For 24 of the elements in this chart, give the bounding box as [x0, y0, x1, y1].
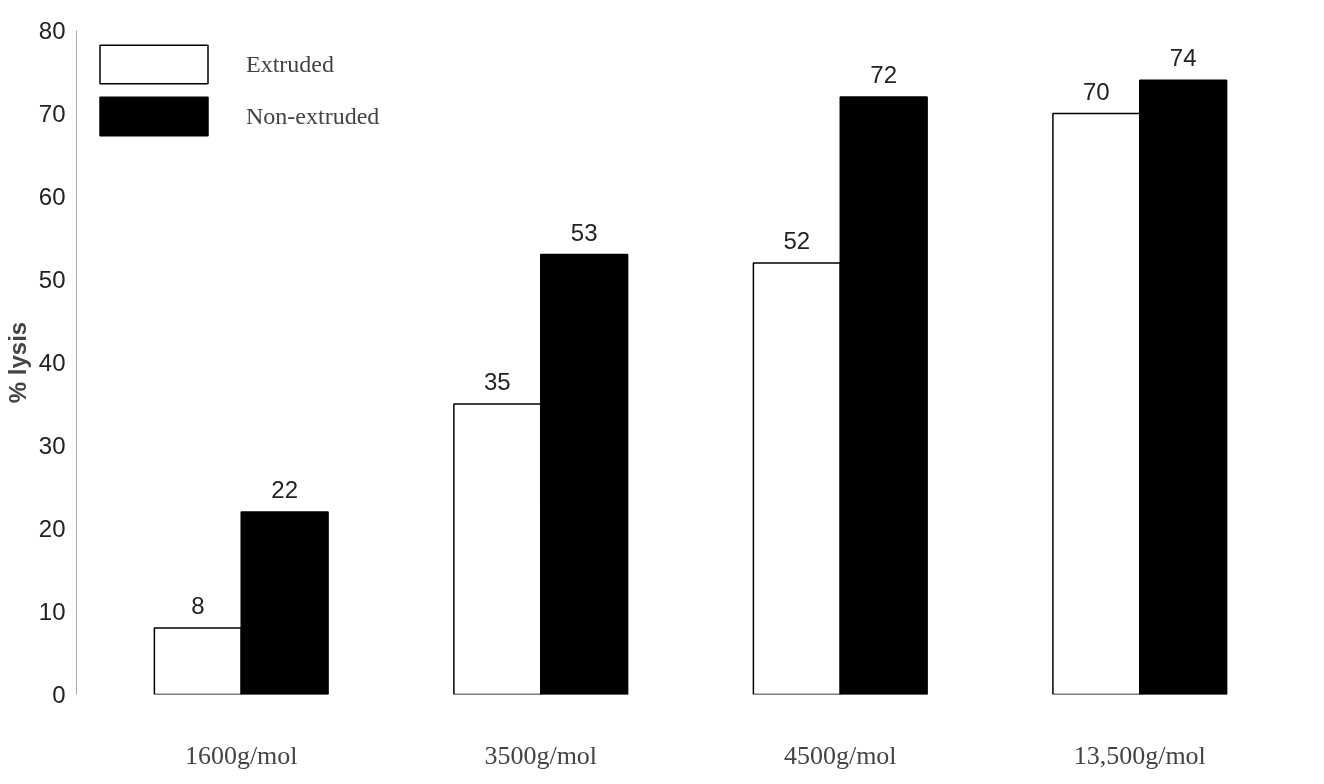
- data-label: 8: [191, 592, 205, 620]
- x-tick-label: 4500g/mol: [783, 740, 897, 770]
- data-label: 53: [570, 218, 598, 246]
- y-tick-label: 60: [38, 183, 66, 210]
- y-tick-label: 40: [38, 349, 66, 376]
- data-label: 52: [783, 226, 811, 254]
- y-tick-label: 0: [52, 681, 66, 708]
- data-label: 70: [1082, 77, 1110, 105]
- legend-label: Non-extruded: [246, 102, 380, 130]
- y-tick-label: 70: [38, 100, 66, 127]
- x-tick-label: 13,500g/mol: [1073, 740, 1206, 770]
- data-label: 74: [1169, 44, 1197, 72]
- y-tick-label: 20: [38, 515, 66, 542]
- y-axis-title: % lysis: [3, 321, 31, 404]
- data-label: 22: [271, 475, 299, 503]
- y-tick-label: 10: [38, 598, 66, 625]
- legend-label: Extruded: [246, 50, 334, 78]
- data-label: 35: [483, 368, 511, 395]
- y-tick-label: 50: [38, 266, 66, 293]
- data-label: 72: [870, 60, 898, 88]
- y-tick-label: 80: [38, 17, 66, 44]
- x-tick-label: 1600g/mol: [184, 740, 298, 770]
- x-tick-label: 3500g/mol: [484, 740, 598, 770]
- y-tick-label: 30: [38, 432, 66, 459]
